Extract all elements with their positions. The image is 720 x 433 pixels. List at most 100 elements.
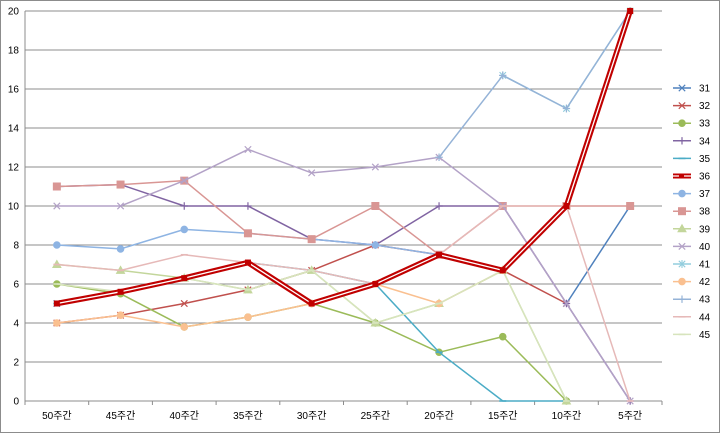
legend-item-45: 45 — [673, 330, 711, 341]
data-point — [307, 235, 316, 244]
series-lines — [51, 7, 635, 405]
data-point — [116, 202, 125, 210]
legend-marker — [678, 277, 686, 286]
legend-label: 35 — [699, 154, 711, 165]
x-tick-label: 15주간 — [488, 410, 518, 422]
legend: 31 32 33 34 35 36 37 38 39 40 41 42 43 44 45 — [673, 84, 711, 341]
legend-label: 37 — [699, 189, 711, 200]
legend-marker — [678, 101, 686, 110]
legend-item-31: 31 — [673, 84, 711, 95]
data-point — [499, 71, 507, 80]
data-point — [180, 177, 188, 185]
series-38 — [52, 176, 635, 259]
legend-label: 43 — [699, 295, 711, 306]
legend-item-32: 32 — [673, 101, 711, 112]
legend-marker — [677, 223, 687, 233]
legend-marker — [678, 207, 686, 216]
legend-item-35: 35 — [673, 154, 711, 165]
legend-marker — [678, 242, 686, 251]
legend-item-33: 33 — [673, 119, 711, 130]
legend-item-40: 40 — [673, 242, 711, 253]
legend-label: 39 — [699, 224, 711, 235]
data-point — [371, 163, 379, 171]
data-point — [244, 313, 252, 321]
legend-marker — [678, 84, 686, 92]
legend-marker — [679, 173, 684, 179]
legend-marker — [678, 119, 686, 127]
legend-label: 34 — [699, 136, 711, 147]
data-point — [180, 202, 188, 210]
series-35 — [53, 261, 570, 402]
data-point — [626, 202, 635, 210]
x-tick-label: 35주간 — [233, 410, 263, 422]
data-point — [562, 104, 571, 113]
x-tick-label: 20주간 — [424, 410, 454, 422]
series-line — [502, 10, 631, 110]
series-40 — [53, 145, 634, 405]
legend-label: 42 — [699, 277, 711, 288]
legend-item-41: 41 — [673, 260, 711, 271]
legend-item-42: 42 — [673, 277, 711, 288]
data-point — [435, 153, 443, 161]
y-tick-label: 10 — [8, 202, 20, 213]
data-point — [498, 332, 507, 341]
series-line — [438, 10, 631, 158]
y-tick-label: 0 — [13, 397, 19, 408]
data-point — [436, 251, 443, 258]
legend-marker — [678, 295, 686, 303]
data-point — [372, 281, 379, 287]
series-line — [56, 148, 631, 402]
x-tick-label: 50주간 — [42, 410, 72, 422]
legend-label: 31 — [699, 84, 711, 95]
data-point — [181, 275, 188, 282]
data-point — [244, 202, 252, 210]
legend-label: 45 — [699, 330, 711, 341]
y-tick-label: 4 — [13, 319, 19, 330]
x-tick-label: 25주간 — [361, 410, 391, 422]
data-point — [308, 300, 315, 307]
x-tick-label: 30주간 — [297, 410, 327, 422]
legend-label: 41 — [699, 260, 711, 271]
legend-label: 44 — [699, 312, 711, 323]
series-33 — [53, 280, 571, 405]
y-tick-label: 20 — [8, 7, 20, 18]
data-point — [435, 202, 443, 210]
data-point — [308, 169, 316, 177]
data-point — [627, 8, 634, 14]
y-tick-label: 16 — [8, 85, 20, 96]
y-tick-label: 2 — [13, 358, 19, 369]
data-point — [243, 229, 252, 238]
data-point — [180, 323, 189, 331]
data-point — [563, 203, 570, 209]
data-point — [244, 259, 251, 266]
x-tick-label: 40주간 — [169, 410, 199, 422]
data-point — [116, 245, 125, 253]
data-point — [116, 311, 125, 320]
series-line — [56, 10, 631, 328]
data-point — [52, 182, 61, 191]
legend-item-43: 43 — [673, 295, 711, 306]
legend-item-39: 39 — [673, 223, 711, 235]
data-point — [53, 202, 61, 210]
legend-marker — [678, 137, 686, 145]
legend-label: 40 — [699, 242, 711, 253]
data-point — [499, 267, 506, 274]
series-42 — [53, 7, 634, 331]
y-tick-label: 8 — [13, 241, 19, 252]
x-tick-label: 45주간 — [106, 410, 136, 422]
legend-label: 32 — [699, 101, 711, 112]
data-point — [371, 202, 380, 210]
x-tick-label: 5주간 — [618, 410, 642, 422]
legend-marker — [678, 189, 686, 198]
data-point — [117, 288, 124, 295]
legend-label: 33 — [699, 119, 711, 130]
y-tick-label: 12 — [8, 163, 20, 174]
legend-item-38: 38 — [673, 207, 711, 218]
data-point — [53, 319, 61, 327]
series-line-outline — [56, 10, 633, 307]
data-point — [53, 300, 60, 307]
data-point — [244, 145, 252, 154]
series-39 — [51, 259, 572, 405]
legend-item-36: 36 — [673, 172, 711, 183]
